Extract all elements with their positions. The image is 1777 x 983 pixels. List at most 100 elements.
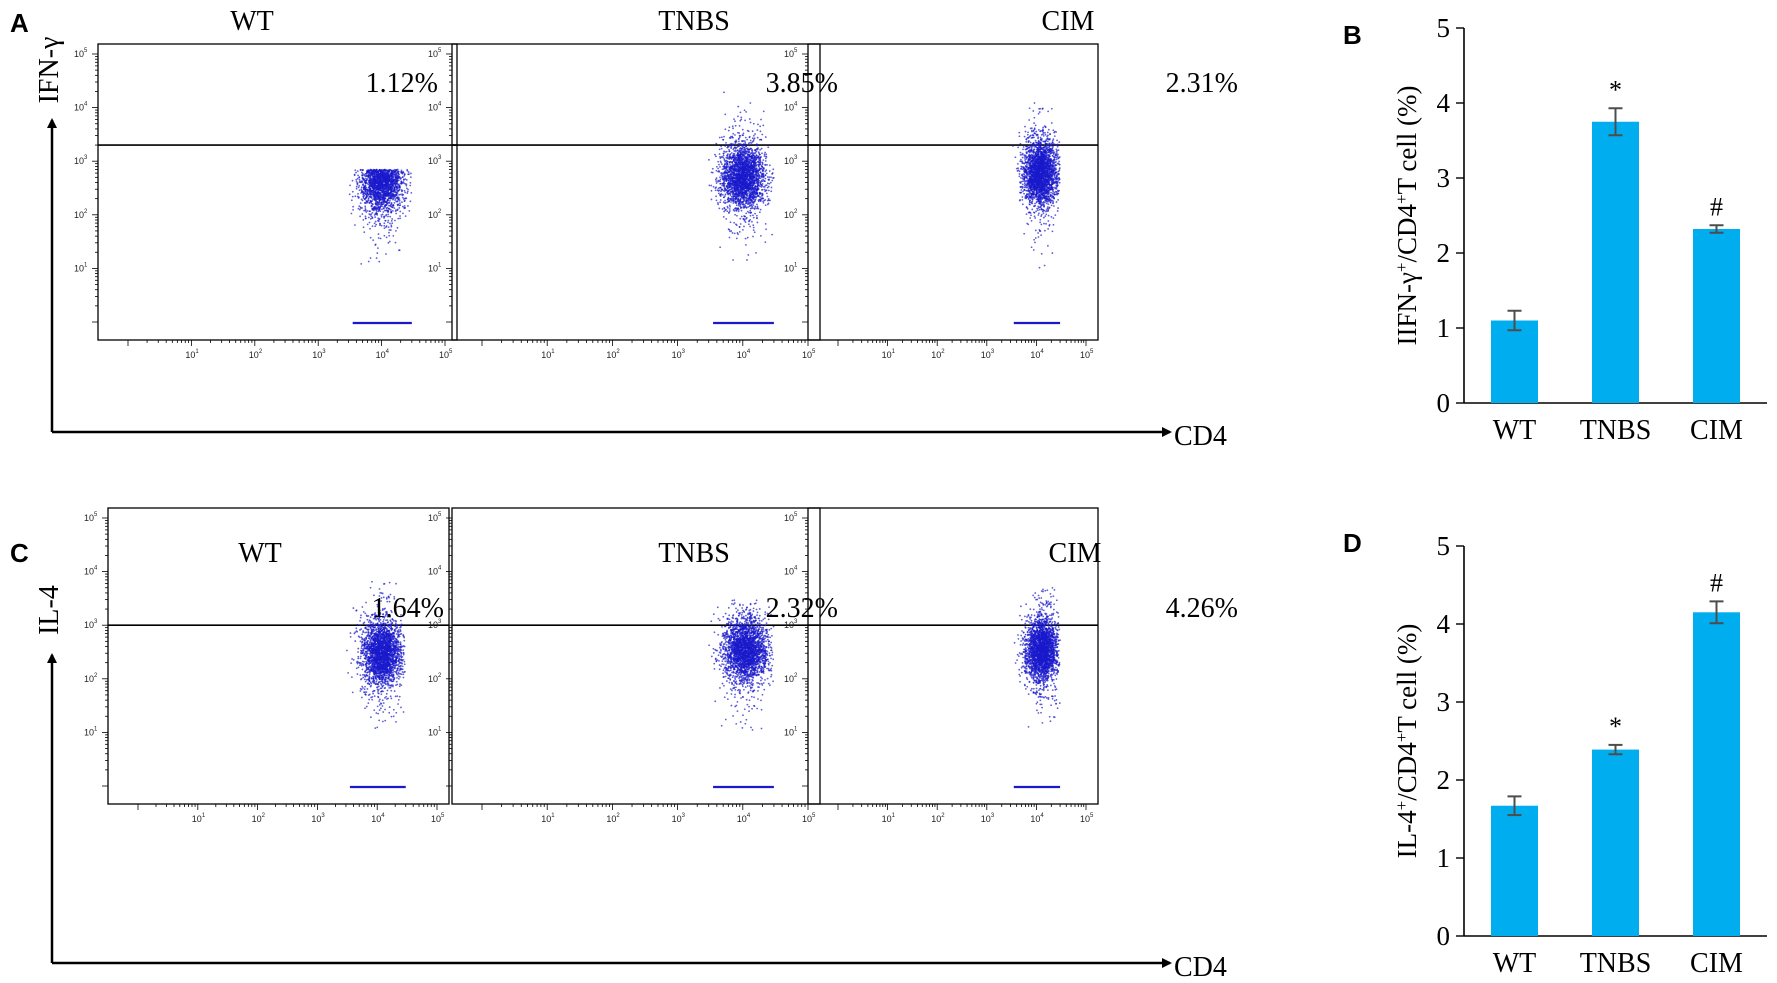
scatter-point — [381, 205, 383, 208]
scatter-point — [717, 201, 719, 204]
scatter-point — [376, 201, 379, 204]
scatter-point — [394, 186, 396, 189]
scatter-point — [741, 150, 744, 153]
scatter-point — [383, 192, 386, 195]
scatter-point — [756, 195, 759, 198]
scatter-point — [367, 183, 370, 186]
scatter-point — [393, 179, 396, 182]
scatter-point — [767, 189, 770, 192]
scatter-point — [356, 170, 359, 173]
scatter-point — [364, 217, 367, 220]
y-tick-label: 105 — [784, 48, 798, 59]
scatter-point — [771, 173, 773, 175]
scatter-point — [719, 186, 722, 189]
scatter-point — [751, 164, 754, 167]
y-tick-label: 103 — [428, 155, 442, 166]
scatter-point — [749, 121, 752, 124]
scatter-point — [759, 148, 762, 151]
scatter-point — [758, 153, 761, 156]
scatter-point — [400, 177, 402, 180]
scatter-point — [761, 133, 764, 136]
scatter-point — [376, 177, 379, 180]
scatter-point — [756, 185, 758, 188]
scatter-point — [355, 187, 358, 190]
scatter-point — [728, 212, 730, 214]
scatter-point — [1051, 252, 1054, 254]
scatter-point — [764, 160, 767, 162]
scatter-point — [765, 189, 768, 192]
scatter-point — [738, 124, 741, 127]
scatter-point — [728, 208, 731, 210]
scatter-point — [745, 202, 747, 205]
scatter-point — [396, 209, 399, 212]
scatter-point — [378, 260, 381, 263]
scatter-point — [385, 214, 387, 217]
scatter-point — [753, 176, 756, 179]
scatter-point — [403, 189, 406, 192]
scatter-point — [746, 164, 749, 167]
scatter-point — [387, 213, 390, 216]
scatter-point — [734, 124, 737, 127]
scatter-point — [385, 253, 387, 255]
scatter-point — [375, 204, 378, 206]
scatter-point — [729, 154, 731, 156]
scatter-point — [752, 122, 755, 125]
x-tick-label: 105 — [439, 349, 453, 360]
scatter-point — [398, 193, 401, 196]
scatter-point — [770, 176, 772, 179]
scatter-point — [732, 259, 734, 261]
scatter-point — [732, 148, 735, 151]
scatter-point — [757, 200, 760, 203]
scatter-point — [738, 161, 740, 164]
scatter-point — [369, 210, 371, 213]
scatter-point — [371, 203, 374, 206]
scatter-point — [719, 182, 722, 185]
scatter-point — [754, 173, 756, 176]
scatter-point — [367, 197, 370, 199]
scatter-point — [720, 136, 723, 139]
scatter-point — [749, 139, 752, 142]
scatter-point — [387, 178, 390, 181]
scatter-point — [364, 205, 367, 208]
scatter-point — [732, 152, 735, 155]
scatter-point — [401, 171, 403, 174]
scatter-point — [758, 211, 761, 214]
scatter-point — [357, 174, 359, 177]
scatter-point — [360, 180, 363, 182]
y-tick-label: 102 — [74, 209, 88, 220]
scatter-point — [760, 195, 763, 197]
scatter-point — [737, 138, 740, 141]
scatter-point — [765, 153, 768, 156]
x-tick-label: 104 — [737, 349, 751, 360]
scatter-point — [358, 176, 361, 179]
scatter-point — [365, 211, 368, 213]
scatter-point — [403, 205, 406, 207]
scatter-point — [741, 228, 744, 231]
scatter-point — [723, 150, 725, 153]
scatter-point — [383, 201, 385, 204]
scatter-point — [752, 171, 755, 174]
scatter-point — [735, 160, 738, 163]
scatter-point — [370, 197, 373, 200]
scatter-point — [745, 176, 748, 179]
scatter-point — [368, 221, 371, 224]
scatter-point — [395, 230, 397, 232]
scatter-point — [384, 206, 387, 208]
scatter-point — [378, 188, 381, 191]
scatter-point — [392, 169, 395, 172]
scatter-point — [729, 191, 732, 194]
scatter-point — [762, 176, 765, 178]
scatter-point — [746, 138, 749, 141]
scatter-point — [719, 156, 721, 158]
scatter-point — [748, 166, 751, 169]
scatter-point — [742, 168, 744, 170]
scatter-point — [760, 192, 763, 195]
scatter-point — [731, 232, 734, 234]
scatter-point — [752, 235, 754, 238]
scatter-point — [756, 129, 759, 131]
scatter-point — [394, 199, 396, 202]
scatter-point — [386, 175, 389, 177]
scatter-point — [750, 199, 752, 202]
scatter-point — [398, 173, 401, 176]
